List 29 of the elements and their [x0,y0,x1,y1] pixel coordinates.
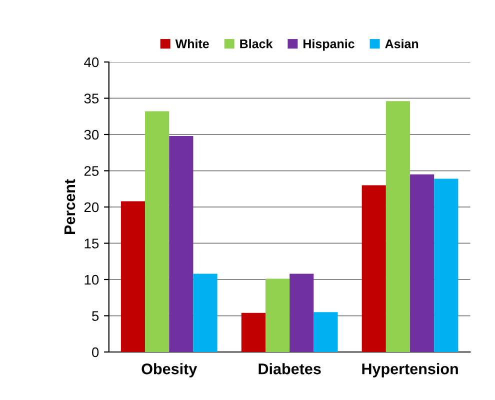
bar [193,274,218,352]
x-tick-label: Obesity [142,363,198,378]
bar [410,174,434,352]
y-axis-title: Percent [64,179,76,234]
y-tick-label: 30 [84,130,99,140]
y-tick-label: 20 [84,202,99,212]
bar [314,312,338,352]
bar [241,312,266,352]
legend-label: Hispanic [304,39,354,51]
y-tick-label: 35 [84,94,99,104]
bar [362,185,386,352]
y-tick-label: 15 [84,238,99,248]
bar [265,278,290,352]
bar [169,136,194,352]
y-tick-label: 10 [84,274,99,285]
bar [386,101,410,352]
legend-label: White [175,39,209,48]
x-tick-label: Hypertension [362,363,458,378]
x-tick-label: Diabetes [258,363,321,374]
y-tick-label: 5 [92,311,99,321]
y-tick-label: 40 [84,57,99,68]
y-tick-label: 25 [84,166,99,176]
bar [434,178,458,352]
bar [145,111,170,352]
legend-label: Asian [385,39,418,48]
bar [120,201,146,352]
y-tick-label: 0 [92,347,99,358]
legend-label: Black [240,39,273,48]
bar [290,274,314,352]
